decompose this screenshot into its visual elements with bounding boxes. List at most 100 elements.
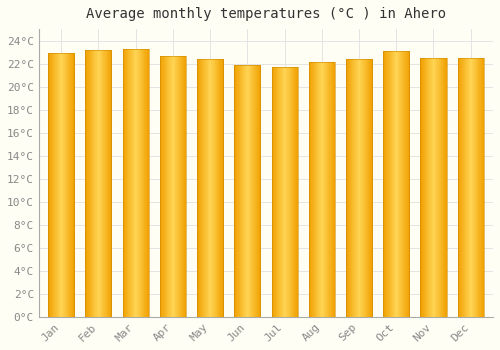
Bar [351, 59, 352, 317]
Bar [288, 67, 289, 317]
Bar [313, 62, 314, 317]
Bar [218, 59, 219, 317]
Bar [210, 59, 211, 317]
Bar [464, 58, 465, 317]
Bar [285, 67, 286, 317]
Bar [124, 49, 125, 317]
Bar [106, 50, 107, 317]
Bar [160, 56, 186, 317]
Bar [478, 58, 479, 317]
Bar [165, 56, 166, 317]
Bar [250, 65, 251, 317]
Bar [476, 58, 477, 317]
Bar [176, 56, 177, 317]
Bar [394, 51, 395, 317]
Bar [59, 53, 60, 317]
Bar [423, 58, 424, 317]
Bar [296, 67, 297, 317]
Bar [482, 58, 483, 317]
Bar [363, 59, 364, 317]
Bar [279, 67, 280, 317]
Bar [111, 50, 112, 317]
Bar [197, 59, 223, 317]
Bar [54, 53, 55, 317]
Bar [237, 65, 238, 317]
Bar [73, 53, 74, 317]
Bar [207, 59, 208, 317]
Bar [321, 62, 322, 317]
Bar [249, 65, 250, 317]
Bar [354, 59, 355, 317]
Bar [65, 53, 66, 317]
Bar [240, 65, 241, 317]
Bar [396, 51, 397, 317]
Bar [326, 62, 327, 317]
Bar [99, 50, 100, 317]
Bar [148, 49, 149, 317]
Bar [204, 59, 205, 317]
Bar [137, 49, 138, 317]
Bar [244, 65, 245, 317]
Bar [393, 51, 394, 317]
Bar [335, 62, 336, 317]
Bar [474, 58, 475, 317]
Bar [140, 49, 141, 317]
Bar [371, 59, 372, 317]
Bar [172, 56, 173, 317]
Bar [276, 67, 277, 317]
Bar [318, 62, 319, 317]
Bar [128, 49, 129, 317]
Bar [214, 59, 215, 317]
Bar [95, 50, 96, 317]
Bar [333, 62, 334, 317]
Bar [64, 53, 65, 317]
Bar [480, 58, 481, 317]
Bar [286, 67, 287, 317]
Bar [458, 58, 483, 317]
Bar [295, 67, 296, 317]
Bar [147, 49, 148, 317]
Bar [446, 58, 447, 317]
Bar [170, 56, 171, 317]
Bar [328, 62, 329, 317]
Bar [89, 50, 90, 317]
Bar [133, 49, 134, 317]
Bar [408, 51, 410, 317]
Bar [238, 65, 239, 317]
Bar [48, 53, 49, 317]
Bar [126, 49, 127, 317]
Bar [383, 51, 409, 317]
Bar [323, 62, 324, 317]
Bar [248, 65, 249, 317]
Bar [461, 58, 462, 317]
Bar [101, 50, 102, 317]
Bar [213, 59, 214, 317]
Bar [282, 67, 283, 317]
Bar [272, 67, 297, 317]
Bar [51, 53, 52, 317]
Bar [439, 58, 440, 317]
Bar [178, 56, 179, 317]
Bar [57, 53, 58, 317]
Bar [297, 67, 298, 317]
Bar [275, 67, 276, 317]
Bar [308, 62, 310, 317]
Bar [385, 51, 386, 317]
Bar [181, 56, 182, 317]
Bar [388, 51, 389, 317]
Bar [479, 58, 480, 317]
Bar [219, 59, 220, 317]
Bar [247, 65, 248, 317]
Bar [242, 65, 243, 317]
Bar [61, 53, 62, 317]
Bar [469, 58, 470, 317]
Bar [386, 51, 387, 317]
Bar [291, 67, 292, 317]
Bar [483, 58, 484, 317]
Bar [235, 65, 236, 317]
Bar [255, 65, 256, 317]
Bar [462, 58, 463, 317]
Bar [444, 58, 445, 317]
Bar [163, 56, 164, 317]
Bar [406, 51, 407, 317]
